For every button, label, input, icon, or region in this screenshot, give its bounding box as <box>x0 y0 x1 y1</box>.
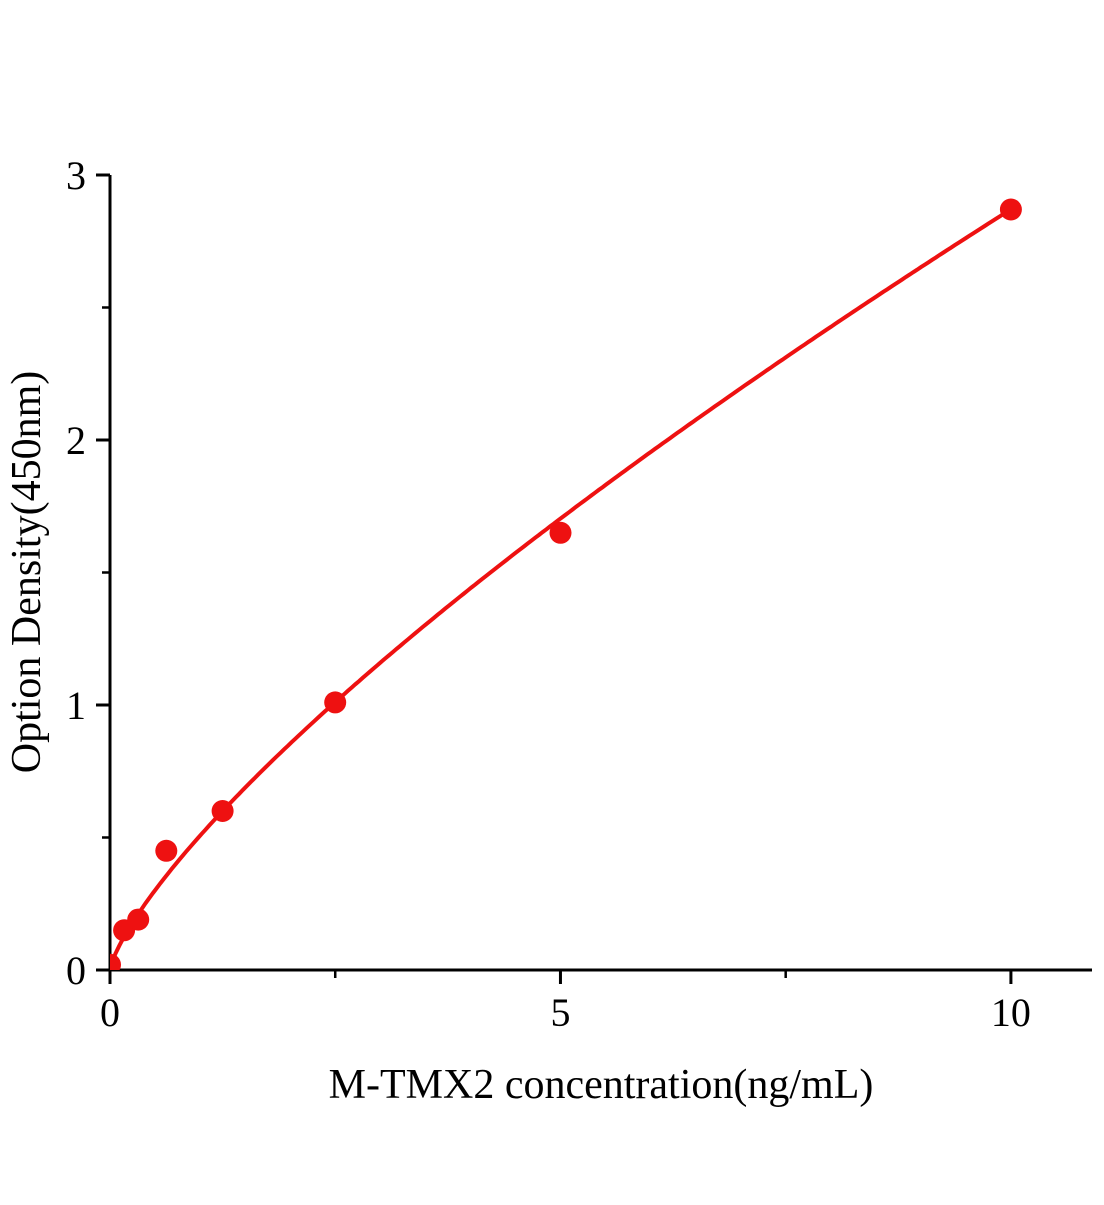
data-point <box>549 521 572 544</box>
y-tick-label: 1 <box>66 683 86 728</box>
y-tick-label: 2 <box>66 418 86 463</box>
data-point <box>110 953 121 970</box>
x-tick-label: 5 <box>550 990 570 1035</box>
y-tick-label: 0 <box>66 948 86 993</box>
x-tick-label: 0 <box>100 990 120 1035</box>
fit-curve <box>110 207 1013 965</box>
data-point <box>324 691 347 714</box>
plot-area: 0 5 10 0 1 2 3 <box>66 153 1092 1035</box>
x-axis-label: M-TMX2 concentration(ng/mL) <box>329 1062 874 1108</box>
data-point <box>999 198 1022 221</box>
series-group <box>110 198 1022 970</box>
data-point <box>155 839 178 862</box>
y-tick-label: 3 <box>66 153 86 198</box>
data-point <box>127 908 150 931</box>
y-axis-label: Option Density(450nm) <box>4 371 50 773</box>
x-tick-label: 10 <box>991 990 1031 1035</box>
data-point <box>211 800 234 822</box>
